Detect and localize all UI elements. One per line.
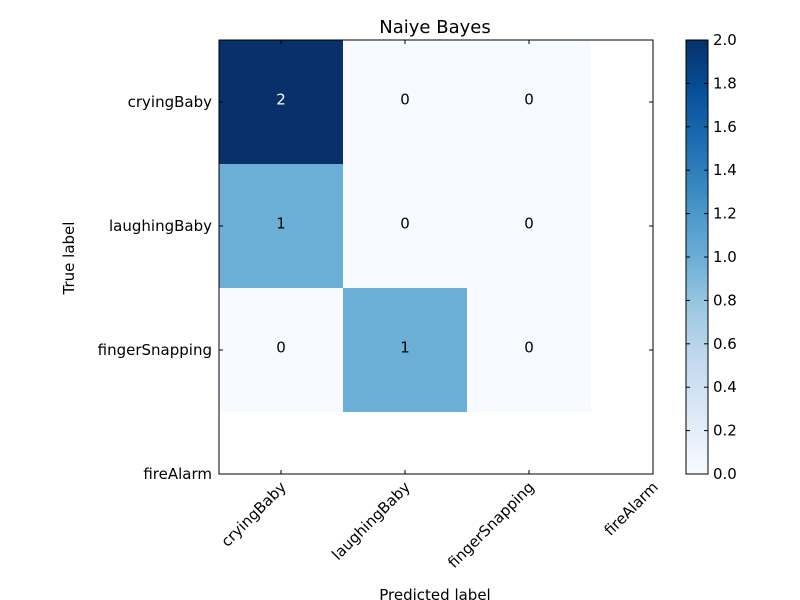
- colorbar-tick-label: 0.8: [713, 291, 737, 309]
- colorbar-tick-label: 0.0: [713, 465, 737, 483]
- x-tick-label: fingerSnapping: [444, 478, 538, 572]
- colorbar-tick-label: 2.0: [713, 31, 737, 49]
- cell-value-label: 1: [400, 339, 410, 357]
- y-tick-labels: cryingBaby laughingBaby fingerSnapping fire…: [98, 93, 212, 483]
- cell-value-label: 1: [276, 215, 286, 233]
- cell-value-label: 0: [276, 339, 286, 357]
- y-tick-label: fingerSnapping: [98, 341, 212, 359]
- colorbar-tick-label: 1.4: [713, 161, 737, 179]
- cell-value-label: 0: [524, 91, 534, 109]
- colorbar-tick-label: 0.6: [713, 335, 737, 353]
- cell-value-label: 0: [524, 215, 534, 233]
- heatmap-cell: [343, 288, 467, 412]
- colorbar-ticks: 0.0 0.2 0.4 0.6 0.8 1.0 1.2 1.4 1.6 1.8 2.0: [686, 31, 737, 483]
- heatmap-cells: 2 0 0 1 0 0 0 1 0: [219, 40, 591, 412]
- heatmap-cell: [467, 288, 591, 412]
- colorbar-tick-label: 1.0: [713, 248, 737, 266]
- x-tick-label: fireAlarm: [601, 478, 662, 539]
- colorbar-tick-label: 1.6: [713, 118, 737, 136]
- colorbar-tick-label: 1.8: [713, 74, 737, 92]
- colorbar: 0.0 0.2 0.4 0.6 0.8 1.0 1.2 1.4 1.6 1.8 2.0: [685, 31, 737, 483]
- y-tick-label: cryingBaby: [128, 93, 212, 111]
- heatmap-cell: [219, 164, 343, 288]
- x-tick-label: cryingBaby: [217, 478, 289, 550]
- y-tick-label: laughingBaby: [109, 217, 212, 235]
- heatmap-cell: [219, 288, 343, 412]
- y-axis-label: True label: [60, 222, 78, 296]
- colorbar-tick-label: 0.4: [713, 378, 737, 396]
- heatmap-cell: [467, 40, 591, 164]
- x-axis-label: Predicted label: [379, 586, 490, 600]
- heatmap-cell: [467, 164, 591, 288]
- cell-value-label: 2: [276, 91, 286, 109]
- x-tick-label: laughingBaby: [328, 478, 414, 564]
- cell-value-label: 0: [400, 215, 410, 233]
- cell-value-label: 0: [400, 91, 410, 109]
- colorbar-tick-label: 1.2: [713, 205, 737, 223]
- colorbar-tick-label: 0.2: [713, 422, 737, 440]
- axis-ticks: [219, 40, 654, 475]
- x-tick-labels: cryingBaby laughingBaby fingerSnapping fire…: [217, 478, 661, 572]
- heatmap-cell: [343, 164, 467, 288]
- chart-title: Naiye Bayes: [379, 17, 490, 38]
- heatmap-cell: [219, 40, 343, 164]
- plot-frame: [218, 39, 654, 475]
- heatmap-cell: [343, 40, 467, 164]
- y-tick-label: fireAlarm: [143, 465, 212, 483]
- cell-value-label: 0: [524, 339, 534, 357]
